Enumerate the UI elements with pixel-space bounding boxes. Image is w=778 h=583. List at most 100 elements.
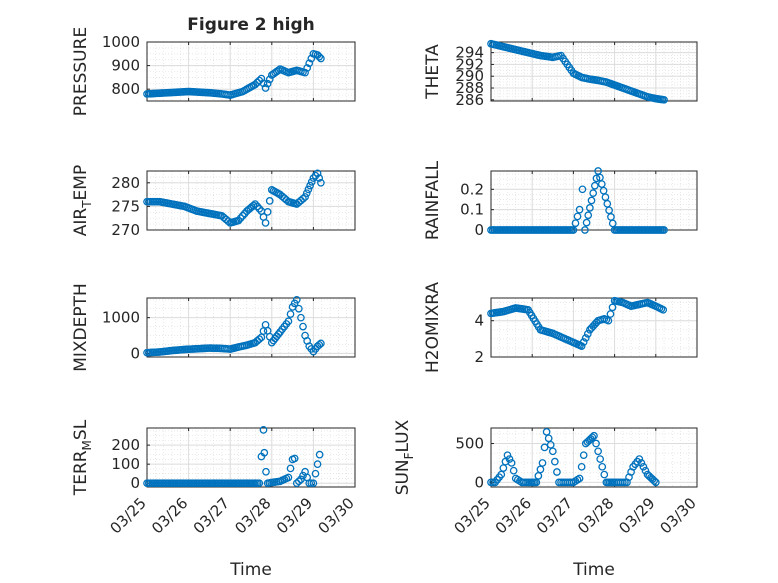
data-point-interp: [299, 471, 307, 480]
data-point-interp: [592, 174, 601, 183]
data-point-interp: [573, 212, 582, 221]
data-point: [577, 342, 586, 350]
panel-air-temp: 270 275 280 AIRTEMP: [71, 165, 356, 239]
y-axis-label: TERRMSL: [71, 419, 94, 496]
data-point: [255, 479, 264, 488]
data-point: [305, 59, 314, 68]
data-point-interp: [306, 181, 314, 190]
y-axis-label: SUNFLUX: [393, 419, 416, 495]
panel-mixdepth: 0 1000 MIXDEPTH: [71, 283, 356, 372]
y-axis-label-main: SUN: [393, 459, 413, 495]
axes-box: [490, 41, 698, 102]
y-tick-label: 280: [111, 174, 140, 192]
y-axis-label-main: H2OMIXRA: [423, 282, 443, 373]
data-point-interp: [224, 217, 232, 225]
y-axis-label-main: RAINFALL: [423, 160, 443, 240]
data-point: [538, 459, 547, 467]
y-tick-label: 1000: [102, 33, 140, 51]
data-point-interp: [307, 178, 316, 186]
data-point: [542, 428, 551, 436]
data-point: [581, 226, 589, 234]
data-point: [590, 431, 598, 440]
data-point-interp: [590, 181, 599, 190]
data-point-interp: [637, 459, 646, 467]
data-point: [292, 479, 301, 488]
data-point-interp: [274, 330, 283, 338]
data-point-interp: [571, 219, 580, 228]
y-tick-label: 0.1: [460, 201, 484, 219]
data-point: [284, 473, 293, 482]
data-point-interp: [551, 457, 559, 466]
x-tick-label: 03/28: [231, 494, 274, 537]
data-point-interp: [583, 330, 592, 338]
data-point-interp: [584, 211, 593, 220]
axes-box: [490, 170, 698, 231]
data-point-interp: [307, 54, 316, 63]
data-point-interp: [263, 208, 272, 216]
data-point: [301, 68, 309, 77]
y-tick-label: 800: [111, 80, 140, 98]
data-point-interp: [577, 462, 586, 471]
data-point-interp: [586, 204, 594, 212]
data-point-interp: [294, 477, 303, 486]
y-tick-label: 2: [474, 348, 484, 366]
data-point-interp: [579, 338, 588, 346]
y-axis-label: AIRTEMP: [71, 165, 94, 236]
y-tick-label: 290: [455, 67, 484, 85]
data-point: [260, 448, 269, 457]
data-point-interp: [546, 440, 555, 449]
x-tick-label: 03/26: [492, 494, 535, 537]
x-axis-label-right: Time: [572, 560, 615, 580]
data-point: [317, 339, 325, 348]
data-point-interp: [255, 204, 264, 213]
y-tick-label: 275: [111, 197, 140, 215]
data-point: [313, 169, 322, 178]
data-point-interp: [255, 335, 264, 343]
y-axis-label-main: MIXDEPTH: [71, 283, 91, 372]
plot-area: [147, 428, 355, 487]
y-tick-label: 1000: [102, 309, 140, 327]
data-point-interp: [299, 194, 307, 203]
x-tick-label: 03/25: [451, 494, 494, 537]
y-axis-label: RAINFALL: [423, 160, 443, 240]
data-point: [251, 80, 260, 89]
data-point: [596, 455, 605, 463]
x-axis-label-left: Time: [229, 560, 272, 580]
y-tick-label: 500: [455, 435, 484, 453]
y-tick-label: 288: [455, 79, 484, 97]
data-point-interp: [263, 79, 272, 88]
y-tick-label: 900: [111, 57, 140, 75]
x-tick-label: 03/25: [107, 494, 150, 537]
data-point: [578, 185, 587, 194]
data-point: [251, 200, 260, 208]
data-point: [301, 193, 309, 201]
y-tick-label: 286: [455, 91, 484, 109]
data-point-interp: [286, 310, 295, 318]
x-tick-label: 03/27: [533, 494, 576, 537]
data-point: [259, 426, 268, 434]
data-point: [575, 205, 584, 214]
x-tick-label: 03/29: [273, 494, 316, 537]
data-point: [604, 316, 613, 325]
y-tick-label: 200: [111, 436, 140, 454]
data-point-interp: [650, 476, 659, 485]
data-point-interp: [600, 470, 609, 479]
data-point-interp: [315, 52, 324, 61]
data-point-interp: [639, 462, 648, 471]
data-point-interp: [302, 189, 311, 198]
axes-box: [490, 427, 698, 488]
data-point-interp: [641, 466, 650, 475]
y-tick-label: 100: [111, 455, 140, 473]
y-axis-label-tail: SL: [71, 419, 91, 440]
y-axis-label-main: AIR: [71, 208, 91, 237]
data-point-interp: [286, 464, 295, 473]
data-point-interp: [581, 334, 590, 342]
data-point-interp: [587, 196, 596, 205]
y-axis-label-main: PRESSURE: [71, 27, 91, 116]
data-point-interp: [304, 185, 313, 194]
axes-box: [490, 297, 698, 358]
data-point: [315, 450, 324, 459]
data-point: [234, 216, 243, 225]
data-point: [292, 295, 301, 304]
